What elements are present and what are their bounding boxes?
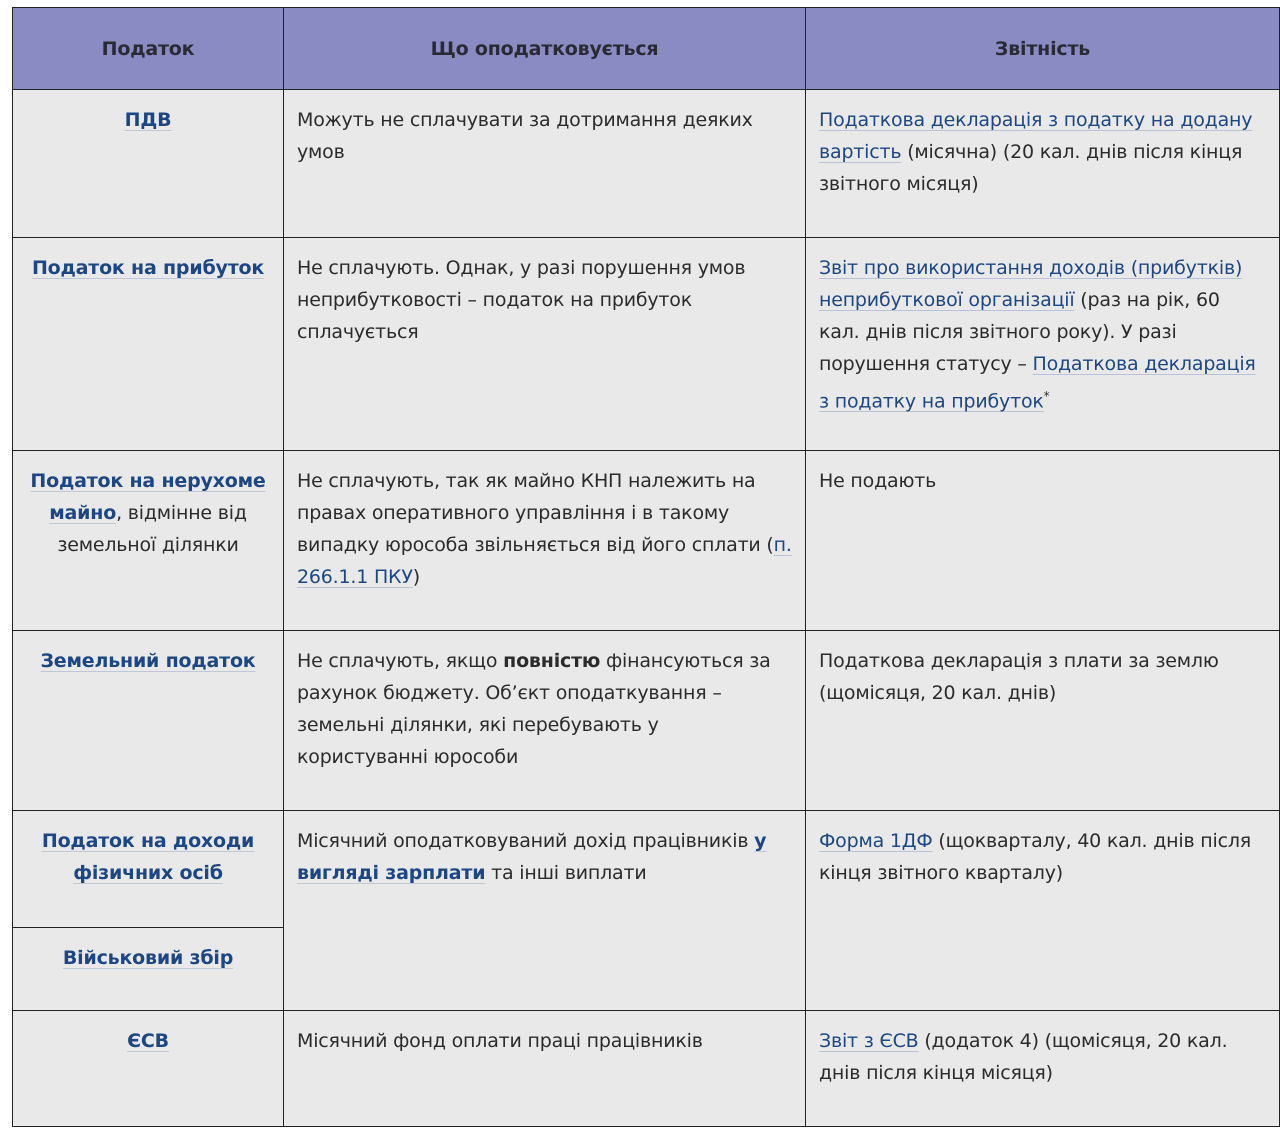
report-cell: Форма 1ДФ (щокварталу, 40 кал. днів післ… (805, 810, 1280, 1011)
header-report: Звітність (805, 7, 1280, 90)
report-text: (раз на рік, 60 кал. днів після звітного… (819, 289, 1220, 375)
what-text: ) (412, 566, 420, 588)
table-row-pdv: ПДВ Можуть не сплачувати за дотримання д… (12, 89, 1280, 238)
header-what: Що оподатковується (283, 7, 806, 90)
what-text: Не сплачують, якщо (297, 650, 504, 672)
what-cell: Можуть не сплачувати за дотримання деяки… (283, 89, 806, 238)
what-cell: Не сплачують. Однак, у разі порушення ум… (283, 237, 806, 451)
report-cell: Податкова декларація з плати за землю (щ… (805, 630, 1280, 811)
table-header-row: Податок Що оподатковується Звітність (12, 7, 1280, 90)
report-link[interactable]: Форма 1ДФ (819, 830, 933, 852)
footnote-mark: * (1043, 389, 1050, 403)
report-text: (додаток 4) (щомісяця, 20 кал. днів післ… (819, 1030, 1228, 1084)
what-bold: повністю (503, 650, 601, 672)
what-text: Не сплачують, так як майно КНП належить … (297, 470, 774, 556)
tax-link[interactable]: Військовий збір (62, 947, 234, 969)
table-row-profit: Податок на прибуток Не сплачують. Однак,… (12, 237, 1280, 451)
tax-cell: Податок на нерухоме майно, відмінне від … (12, 450, 284, 631)
report-text: (щокварталу, 40 кал. днів після кінця зв… (819, 830, 1252, 884)
report-cell: Звіт про використання доходів (прибутків… (805, 237, 1280, 451)
table-row-esv: ЄСВ Місячний фонд оплати праці працівник… (12, 1010, 1280, 1127)
report-text: (місячна) (20 кал. днів після кінця звіт… (819, 141, 1243, 195)
what-cell: Місячний фонд оплати праці працівників (283, 1010, 806, 1127)
tax-link[interactable]: ЄСВ (127, 1030, 169, 1052)
tax-link[interactable]: Податок на нерухоме майно (30, 470, 266, 524)
table-row-military: Військовий збір (12, 927, 1280, 1011)
report-link[interactable]: Звіт з ЄСВ (819, 1030, 919, 1052)
tax-link[interactable]: ПДВ (124, 109, 172, 131)
report-cell: Звіт з ЄСВ (додаток 4) (щомісяця, 20 кал… (805, 1010, 1280, 1127)
report-link[interactable]: Податкова декларація з податку на додану… (819, 109, 1253, 163)
tax-link[interactable]: Податок на доходи фізичних осіб (41, 830, 255, 884)
tax-text: , відмінне від земельної ділянки (57, 502, 247, 556)
report-link[interactable]: Податкова декларація з податку на прибут… (819, 353, 1256, 413)
tax-cell: Податок на доходи фізичних осіб (12, 810, 284, 928)
report-cell: Не подають (805, 450, 1280, 631)
what-cell: Не сплачують, так як майно КНП належить … (283, 450, 806, 631)
what-text: фінансуються за рахунок бюджету. Об’єкт … (297, 650, 771, 768)
tax-cell: ПДВ (12, 89, 284, 238)
report-cell: Податкова декларація з податку на додану… (805, 89, 1280, 238)
tax-cell: Військовий збір (12, 927, 284, 1011)
header-tax: Податок (12, 7, 284, 90)
tax-cell: ЄСВ (12, 1010, 284, 1127)
what-text: та інші виплати (485, 862, 647, 884)
law-link[interactable]: п. 266.1.1 ПКУ (297, 534, 792, 588)
tax-link[interactable]: Земельний податок (40, 650, 256, 672)
tax-cell: Податок на прибуток (12, 237, 284, 451)
what-link[interactable]: у вигляді зарплати (297, 830, 767, 884)
tax-table: Податок Що оподатковується Звітність ПДВ… (12, 7, 1280, 1127)
table-row-pdfo: Податок на доходи фізичних осіб Місячний… (12, 810, 1280, 1011)
report-link[interactable]: Звіт про використання доходів (прибутків… (819, 257, 1243, 311)
table-row-property: Податок на нерухоме майно, відмінне від … (12, 450, 1280, 631)
what-cell: Не сплачують, якщо повністю фінансуються… (283, 630, 806, 811)
what-text: Місячний оподатковуваний дохід працівник… (297, 830, 755, 852)
tax-link[interactable]: Податок на прибуток (31, 257, 265, 279)
table-row-land: Земельний податок Не сплачують, якщо пов… (12, 630, 1280, 811)
what-cell: Місячний оподатковуваний дохід працівник… (283, 810, 806, 1011)
tax-cell: Земельний податок (12, 630, 284, 811)
